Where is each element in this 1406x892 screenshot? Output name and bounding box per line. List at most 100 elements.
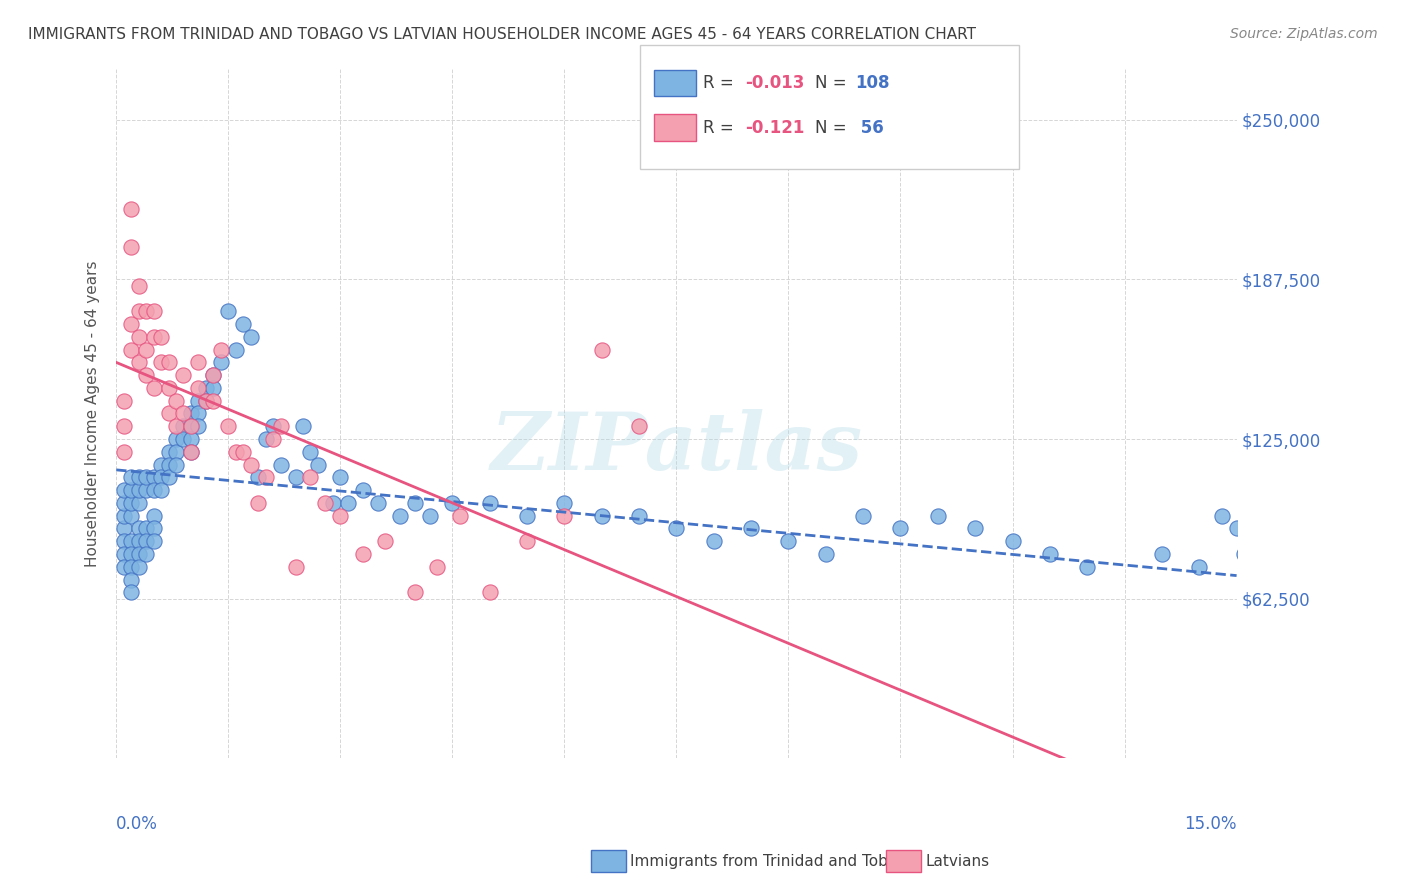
Point (112, 483, 135, 497)
Point (703, 534, 725, 549)
Text: ZIPatlas: ZIPatlas (491, 409, 862, 487)
Point (150, 483, 173, 497)
Point (165, 419, 187, 434)
Point (441, 496, 464, 510)
Point (1188, 559, 1211, 574)
Point (516, 534, 538, 549)
Point (120, 202, 142, 216)
Point (180, 445, 202, 459)
Point (270, 419, 292, 434)
Point (478, 585, 501, 599)
Point (1263, 598, 1285, 612)
Point (120, 559, 142, 574)
Point (352, 547, 374, 561)
Point (419, 508, 441, 523)
Point (1256, 585, 1278, 599)
Point (927, 508, 949, 523)
Point (202, 381, 225, 395)
Point (329, 470, 352, 484)
Point (1211, 508, 1233, 523)
Point (284, 559, 307, 574)
Point (322, 496, 344, 510)
Point (112, 496, 135, 510)
Point (1039, 547, 1062, 561)
Point (142, 330, 165, 344)
Point (157, 470, 180, 484)
Point (150, 470, 173, 484)
Point (367, 496, 389, 510)
Point (150, 330, 173, 344)
Point (262, 432, 284, 446)
Point (157, 458, 180, 472)
Point (112, 559, 135, 574)
Point (628, 419, 651, 434)
Point (128, 330, 150, 344)
Point (187, 407, 209, 421)
Point (374, 534, 396, 549)
Point (1301, 611, 1323, 625)
Point (740, 521, 762, 535)
Point (291, 419, 314, 434)
Text: -0.013: -0.013 (745, 74, 804, 92)
Point (128, 304, 150, 318)
Point (516, 508, 538, 523)
Point (135, 547, 157, 561)
Point (142, 521, 165, 535)
Point (128, 547, 150, 561)
Point (112, 521, 135, 535)
Text: -0.121: -0.121 (745, 119, 804, 136)
Point (187, 393, 209, 408)
Text: N =: N = (815, 74, 852, 92)
Point (157, 355, 180, 369)
Point (120, 240, 142, 254)
Point (120, 483, 142, 497)
Text: R =: R = (703, 119, 740, 136)
Point (135, 343, 157, 357)
Text: 108: 108 (855, 74, 890, 92)
Text: 56: 56 (855, 119, 883, 136)
Point (157, 445, 180, 459)
Point (299, 445, 322, 459)
Point (1233, 547, 1256, 561)
Point (173, 419, 195, 434)
Point (128, 534, 150, 549)
Point (120, 496, 142, 510)
Point (180, 407, 202, 421)
Point (329, 508, 352, 523)
Point (128, 470, 150, 484)
Point (336, 496, 359, 510)
Point (299, 470, 322, 484)
Point (553, 508, 575, 523)
Point (180, 419, 202, 434)
Point (254, 470, 277, 484)
Text: Source: ZipAtlas.com: Source: ZipAtlas.com (1230, 27, 1378, 41)
Point (150, 355, 173, 369)
Text: 0.0%: 0.0% (117, 814, 157, 832)
Point (135, 521, 157, 535)
Point (112, 508, 135, 523)
Point (142, 470, 165, 484)
Point (426, 559, 449, 574)
Point (628, 508, 651, 523)
Point (814, 547, 837, 561)
Point (142, 508, 165, 523)
Point (239, 330, 262, 344)
Point (404, 496, 426, 510)
Point (112, 547, 135, 561)
Point (112, 445, 135, 459)
Point (404, 585, 426, 599)
Point (284, 470, 307, 484)
Point (173, 407, 195, 421)
Point (852, 508, 875, 523)
Point (142, 304, 165, 318)
Point (965, 521, 987, 535)
Point (173, 368, 195, 383)
Point (112, 534, 135, 549)
Point (157, 381, 180, 395)
Point (449, 508, 471, 523)
Text: 15.0%: 15.0% (1184, 814, 1237, 832)
Point (128, 521, 150, 535)
Point (217, 304, 239, 318)
Text: N =: N = (815, 119, 852, 136)
Point (128, 496, 150, 510)
